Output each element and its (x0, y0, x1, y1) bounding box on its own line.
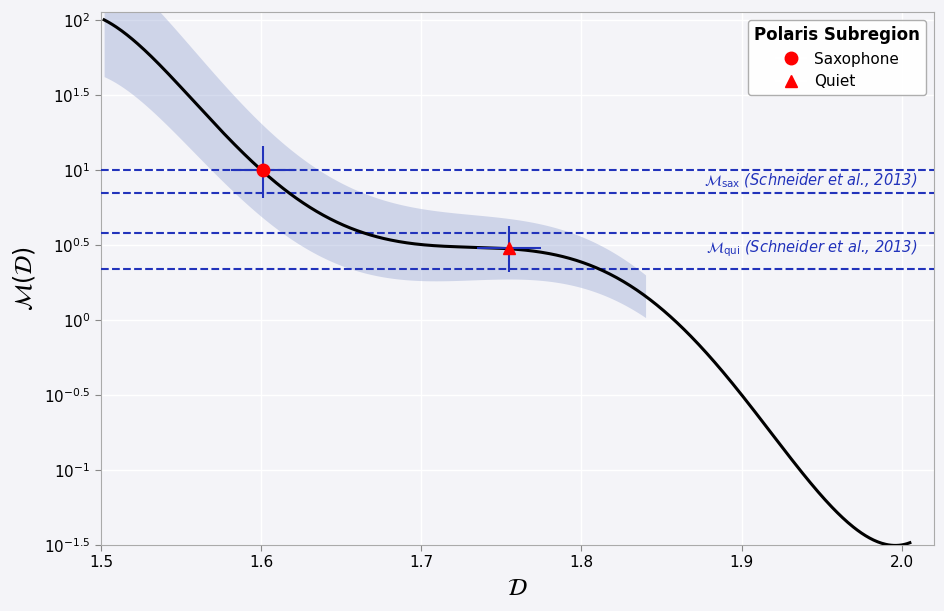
Text: $\mathcal{M}_{\mathrm{qui}}$ (Schneider et al., 2013): $\mathcal{M}_{\mathrm{qui}}$ (Schneider … (705, 238, 917, 258)
Legend: Saxophone, Quiet: Saxophone, Quiet (748, 20, 925, 95)
Y-axis label: $\mathcal{M}(\mathcal{D})$: $\mathcal{M}(\mathcal{D})$ (11, 246, 37, 311)
X-axis label: $\mathcal{D}$: $\mathcal{D}$ (507, 576, 527, 600)
Text: $\mathcal{M}_{\mathrm{sax}}$ (Schneider et al., 2013): $\mathcal{M}_{\mathrm{sax}}$ (Schneider … (703, 171, 917, 189)
